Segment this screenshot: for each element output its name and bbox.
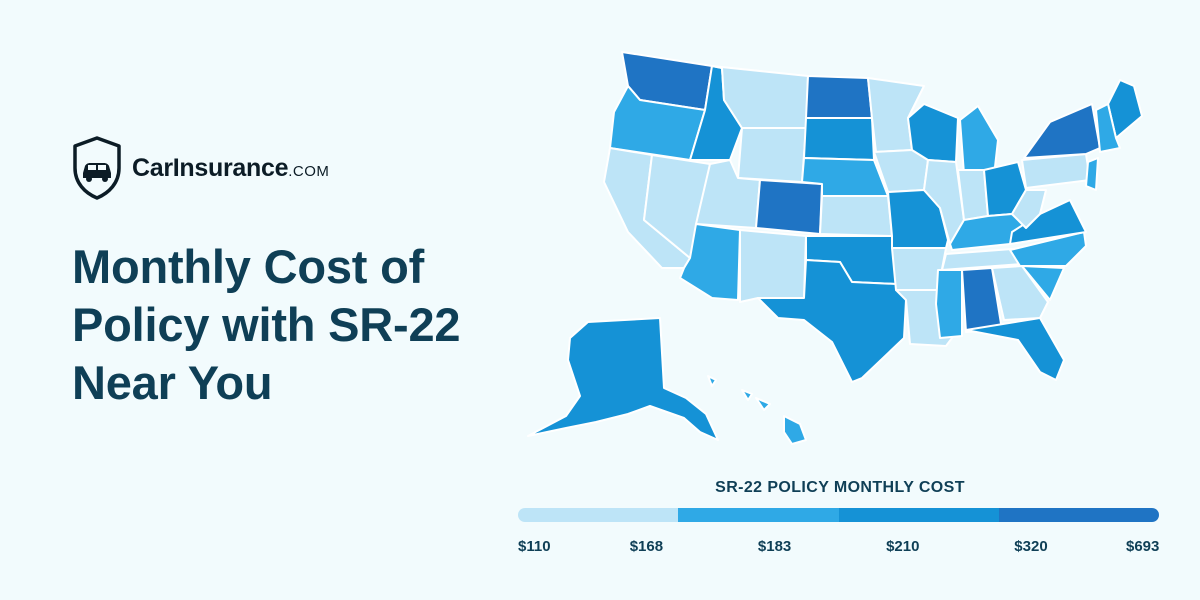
region-texas <box>757 259 907 383</box>
page-title-line-2: Policy with SR-22 <box>72 298 461 351</box>
page-title-line-3: Near You <box>72 356 273 409</box>
region-wyoming <box>737 127 807 183</box>
region-georgia <box>991 265 1049 321</box>
region-west-virginia <box>1011 189 1047 229</box>
region-michigan <box>959 105 999 177</box>
page-title-line-1: Monthly Cost of <box>72 240 425 293</box>
legend-title: SR-22 POLICY MONTHLY COST <box>715 479 965 496</box>
brand-logo: CarInsurance.COM <box>72 135 329 201</box>
region-indiana <box>957 169 989 221</box>
region-north-dakota <box>805 75 873 119</box>
region-florida <box>965 317 1065 381</box>
legend-swatch-3 <box>838 508 999 522</box>
brand-tld: .COM <box>288 162 330 180</box>
region-mississippi <box>935 269 963 339</box>
legend-label: $320 <box>1014 538 1048 555</box>
legend-swatch-1 <box>518 508 679 522</box>
legend-label: $693 <box>1126 538 1160 555</box>
legend-swatch-4 <box>998 508 1159 522</box>
region-colorado <box>755 179 823 235</box>
legend-swatch-2 <box>678 508 839 522</box>
brand-name: CarInsurance.COM <box>132 153 330 182</box>
region-wisconsin <box>907 103 959 163</box>
region-south-dakota <box>803 117 875 161</box>
region-new-york <box>1023 103 1101 159</box>
region-pennsylvania <box>1021 153 1091 189</box>
region-new-england <box>1095 103 1121 153</box>
legend-color-scale <box>518 508 1159 522</box>
region-new-mexico <box>739 229 807 303</box>
legend-label: $210 <box>886 538 920 555</box>
page-title: Monthly Cost of Policy with SR-22 Near Y… <box>72 238 532 412</box>
legend-label: $168 <box>629 538 664 555</box>
shield-car-icon <box>73 136 121 200</box>
region-alaska <box>527 317 719 441</box>
legend-label: $183 <box>757 538 792 555</box>
legend-label: $110 <box>518 538 551 555</box>
region-new-jersey <box>1085 157 1099 191</box>
region-hawaii <box>707 375 807 445</box>
region-kansas <box>819 195 893 237</box>
legend-labels: $110 $168 $183 $210 $320 $693 <box>518 538 1159 558</box>
